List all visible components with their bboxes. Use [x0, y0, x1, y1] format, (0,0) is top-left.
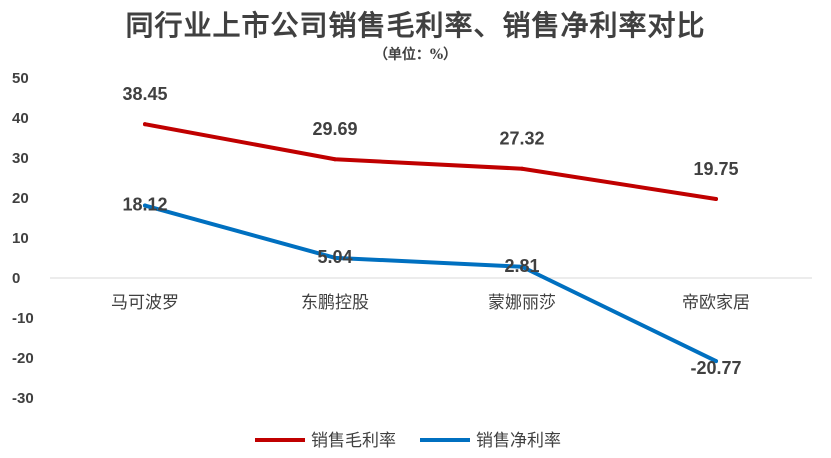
series-line-2 — [143, 203, 718, 364]
x-category-label: 帝欧家居 — [682, 293, 750, 313]
data-point — [714, 197, 718, 201]
legend-label: 销售毛利率 — [311, 431, 396, 451]
data-point — [143, 203, 147, 208]
y-tick-label: 10 — [12, 230, 29, 247]
data-label: 29.69 — [312, 119, 357, 139]
data-label: 5.04 — [317, 247, 352, 267]
data-point — [520, 264, 524, 269]
chart-title: 同行业上市公司销售毛利率、销售净利率对比 — [125, 9, 706, 42]
y-tick-label: 20 — [12, 190, 29, 207]
legend-label: 销售净利率 — [476, 431, 561, 451]
data-label: 19.75 — [693, 159, 738, 179]
data-label: 38.45 — [122, 84, 167, 104]
y-tick-label: -10 — [12, 310, 34, 327]
data-label: 18.12 — [122, 195, 167, 215]
data-point — [143, 122, 147, 127]
chart-subtitle: （单位：%） — [373, 47, 458, 63]
data-point — [333, 255, 337, 260]
data-label: -20.77 — [690, 358, 741, 378]
y-tick-label: -20 — [12, 350, 34, 367]
y-tick-label: 40 — [12, 110, 29, 127]
y-tick-label: 0 — [12, 270, 20, 287]
x-category-label: 蒙娜丽莎 — [488, 293, 556, 313]
data-label: 27.32 — [499, 129, 544, 149]
data-point — [714, 359, 718, 364]
data-label: 2.81 — [504, 256, 539, 276]
y-tick-label: -30 — [12, 390, 34, 407]
data-point — [333, 157, 337, 162]
data-point — [520, 166, 524, 171]
y-tick-label: 50 — [12, 70, 29, 87]
x-category-label: 马可波罗 — [111, 293, 179, 313]
x-category-label: 东鹏控股 — [301, 293, 369, 313]
y-tick-label: 30 — [12, 150, 29, 167]
series-line-1 — [143, 122, 718, 201]
